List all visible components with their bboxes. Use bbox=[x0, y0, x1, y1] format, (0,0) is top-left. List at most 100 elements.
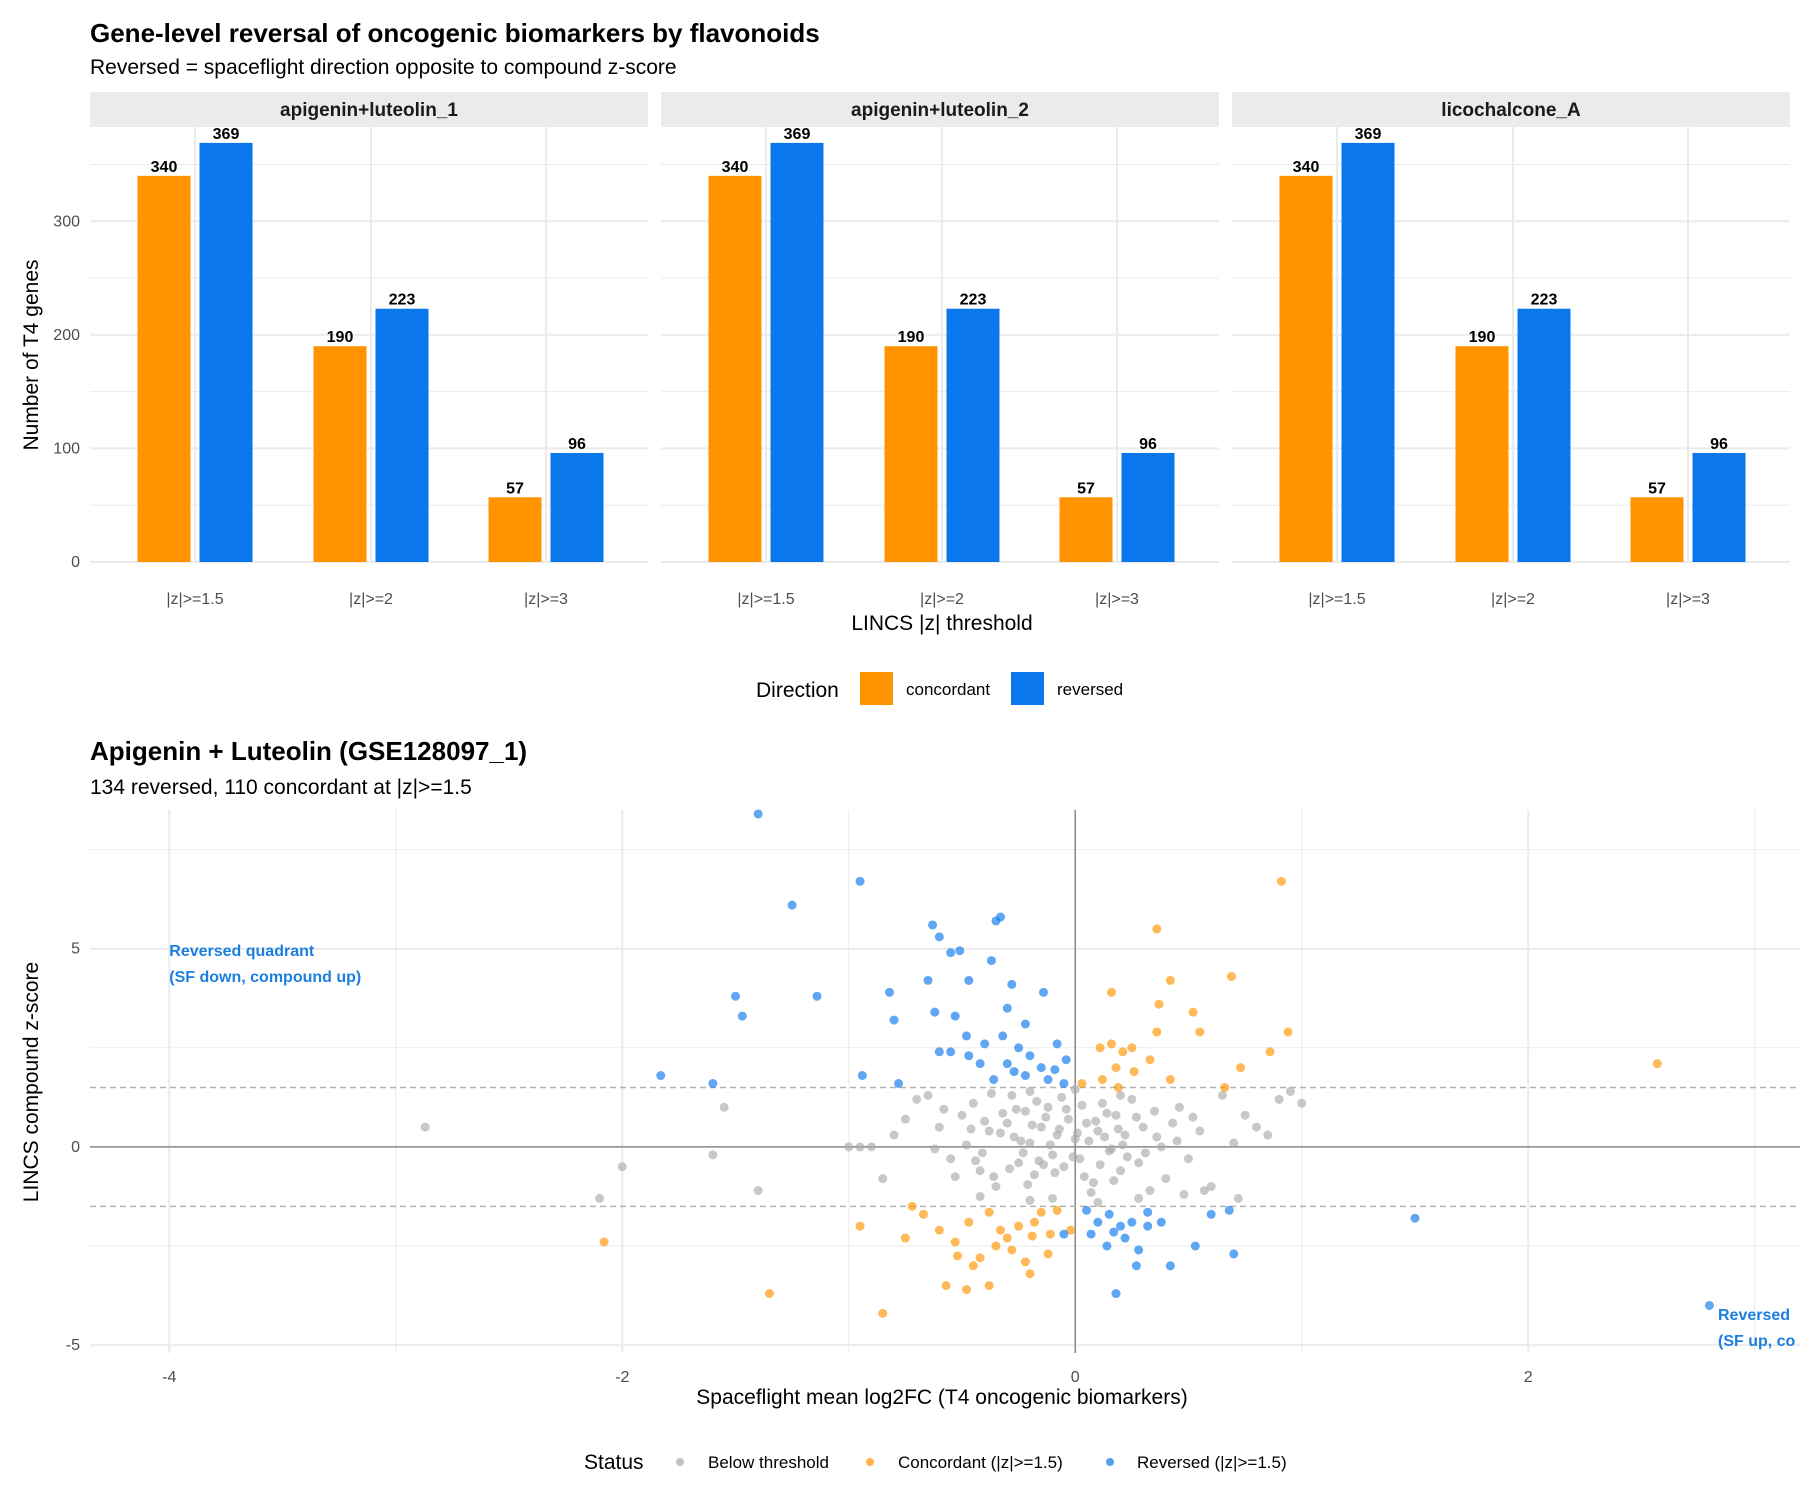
bar-concordant bbox=[884, 346, 938, 562]
point-below-threshold bbox=[1057, 1092, 1067, 1102]
point-concordant bbox=[1052, 1205, 1062, 1215]
point-reversed bbox=[1050, 1065, 1060, 1075]
annotation-lower-right-line2: (SF up, co bbox=[1718, 1333, 1796, 1350]
point-below-threshold bbox=[1152, 1132, 1162, 1142]
point-concordant bbox=[1043, 1249, 1053, 1259]
facet-strip bbox=[1232, 92, 1790, 127]
bar-reversed bbox=[1517, 308, 1571, 562]
point-reversed bbox=[946, 1047, 956, 1057]
point-below-threshold bbox=[923, 1090, 933, 1100]
point-reversed bbox=[1104, 1209, 1114, 1219]
point-below-threshold bbox=[1233, 1193, 1243, 1203]
point-concordant bbox=[1127, 1043, 1137, 1053]
bar-value-label: 223 bbox=[1531, 292, 1558, 309]
point-reversed bbox=[955, 946, 965, 956]
point-reversed bbox=[1229, 1249, 1239, 1259]
point-below-threshold bbox=[1274, 1094, 1284, 1104]
point-below-threshold bbox=[1109, 1176, 1119, 1186]
point-concordant bbox=[1195, 1027, 1205, 1037]
point-concordant bbox=[1111, 1063, 1121, 1073]
point-below-threshold bbox=[1093, 1126, 1103, 1136]
point-below-threshold bbox=[971, 1156, 981, 1166]
point-below-threshold bbox=[617, 1162, 627, 1172]
point-reversed bbox=[1052, 1039, 1062, 1049]
point-reversed bbox=[730, 991, 740, 1001]
point-below-threshold bbox=[1183, 1154, 1193, 1164]
point-below-threshold bbox=[1077, 1100, 1087, 1110]
point-below-threshold bbox=[989, 1172, 999, 1182]
y-tick-label: 0 bbox=[71, 554, 80, 571]
point-concordant bbox=[1007, 1245, 1017, 1255]
point-reversed bbox=[930, 1007, 940, 1017]
point-below-threshold bbox=[984, 1126, 994, 1136]
point-below-threshold bbox=[1088, 1178, 1098, 1188]
point-below-threshold bbox=[1018, 1148, 1028, 1158]
point-reversed bbox=[1009, 1067, 1019, 1077]
annotation-upper-left-line1: Reversed quadrant bbox=[169, 943, 315, 960]
point-reversed bbox=[998, 1031, 1008, 1041]
point-concordant bbox=[1095, 1043, 1105, 1053]
point-reversed bbox=[1143, 1207, 1153, 1217]
point-below-threshold bbox=[1039, 1160, 1049, 1170]
point-reversed bbox=[787, 900, 797, 910]
point-concordant bbox=[1066, 1225, 1076, 1235]
point-below-threshold bbox=[1025, 1086, 1035, 1096]
point-below-threshold bbox=[1297, 1098, 1307, 1108]
top-legend: Direction concordant reversed bbox=[756, 672, 1123, 705]
bar-value-label: 369 bbox=[1355, 126, 1382, 143]
point-concordant bbox=[1265, 1047, 1275, 1057]
point-concordant bbox=[964, 1217, 974, 1227]
bar-value-label: 223 bbox=[389, 292, 416, 309]
point-below-threshold bbox=[1059, 1162, 1069, 1172]
point-below-threshold bbox=[1122, 1152, 1132, 1162]
point-below-threshold bbox=[1113, 1124, 1123, 1134]
point-below-threshold bbox=[1118, 1140, 1128, 1150]
point-concordant bbox=[950, 1237, 960, 1247]
point-below-threshold bbox=[1150, 1106, 1160, 1116]
point-below-threshold bbox=[1082, 1118, 1092, 1128]
point-below-threshold bbox=[1168, 1118, 1178, 1128]
point-below-threshold bbox=[1009, 1132, 1019, 1142]
point-reversed bbox=[1039, 987, 1049, 997]
point-reversed bbox=[1093, 1217, 1103, 1227]
point-reversed bbox=[1109, 1227, 1119, 1237]
point-concordant bbox=[1152, 924, 1162, 934]
point-reversed bbox=[1020, 1019, 1030, 1029]
point-concordant bbox=[984, 1207, 994, 1217]
point-below-threshold bbox=[1025, 1195, 1035, 1205]
point-reversed bbox=[950, 1011, 960, 1021]
point-concordant bbox=[1045, 1229, 1055, 1239]
point-below-threshold bbox=[1195, 1126, 1205, 1136]
point-reversed bbox=[980, 1039, 990, 1049]
point-below-threshold bbox=[1072, 1128, 1082, 1138]
point-concordant bbox=[1027, 1231, 1037, 1241]
point-concordant bbox=[918, 1209, 928, 1219]
bar-concordant bbox=[1630, 497, 1684, 562]
point-below-threshold bbox=[1134, 1193, 1144, 1203]
point-concordant bbox=[1077, 1078, 1087, 1088]
bar-value-label: 340 bbox=[722, 159, 749, 176]
point-below-threshold bbox=[968, 1098, 978, 1108]
point-below-threshold bbox=[991, 1182, 1001, 1192]
point-below-threshold bbox=[1179, 1189, 1189, 1199]
bar-concordant bbox=[1455, 346, 1509, 562]
point-below-threshold bbox=[1172, 1136, 1182, 1146]
point-concordant bbox=[1236, 1063, 1246, 1073]
point-below-threshold bbox=[1093, 1197, 1103, 1207]
point-reversed bbox=[1059, 1078, 1069, 1088]
point-concordant bbox=[941, 1281, 951, 1291]
legend-dot-below bbox=[676, 1458, 684, 1466]
point-below-threshold bbox=[939, 1104, 949, 1114]
top-subtitle: Reversed = spaceflight direction opposit… bbox=[90, 56, 677, 79]
point-below-threshold bbox=[1063, 1114, 1073, 1124]
point-below-threshold bbox=[1156, 1142, 1166, 1152]
x-tick-label: -2 bbox=[615, 1369, 629, 1386]
bar-reversed bbox=[1692, 452, 1746, 562]
point-below-threshold bbox=[1145, 1185, 1155, 1195]
point-concordant bbox=[1097, 1075, 1107, 1085]
point-below-threshold bbox=[998, 1108, 1008, 1118]
point-below-threshold bbox=[1102, 1108, 1112, 1118]
point-below-threshold bbox=[844, 1142, 854, 1152]
y-tick-label: 100 bbox=[53, 440, 80, 457]
